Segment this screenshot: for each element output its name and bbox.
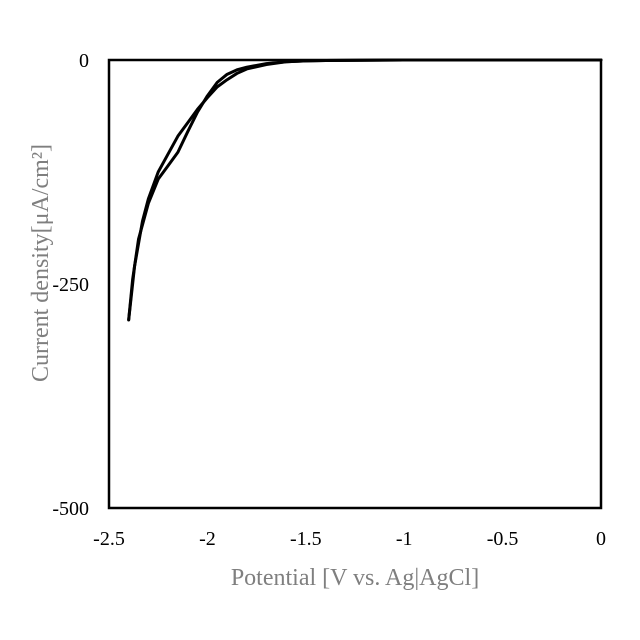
x-tick-label: -1 [396,528,413,550]
x-axis-ticks: -2.5 -2 -1.5 -1 -0.5 0 [93,528,606,550]
series-line-1 [127,58,603,322]
series-lines [127,58,603,322]
x-tick-label: -2.5 [93,528,125,550]
y-axis-ticks: -500 -250 0 [52,50,89,520]
y-axis-label: Current density[μA/cm²] [28,144,54,382]
y-tick-label: 0 [79,50,89,72]
x-tick-label: 0 [596,528,606,550]
plot-area-frame [107,58,603,510]
x-tick-label: -0.5 [487,528,519,550]
series-line-2 [127,58,603,322]
x-tick-label: -2 [199,528,216,550]
x-tick-label: -1.5 [290,528,322,550]
y-tick-label: -500 [52,498,89,520]
y-tick-label: -250 [52,274,89,296]
x-axis-label: Potential [V vs. Ag|AgCl] [231,565,479,591]
